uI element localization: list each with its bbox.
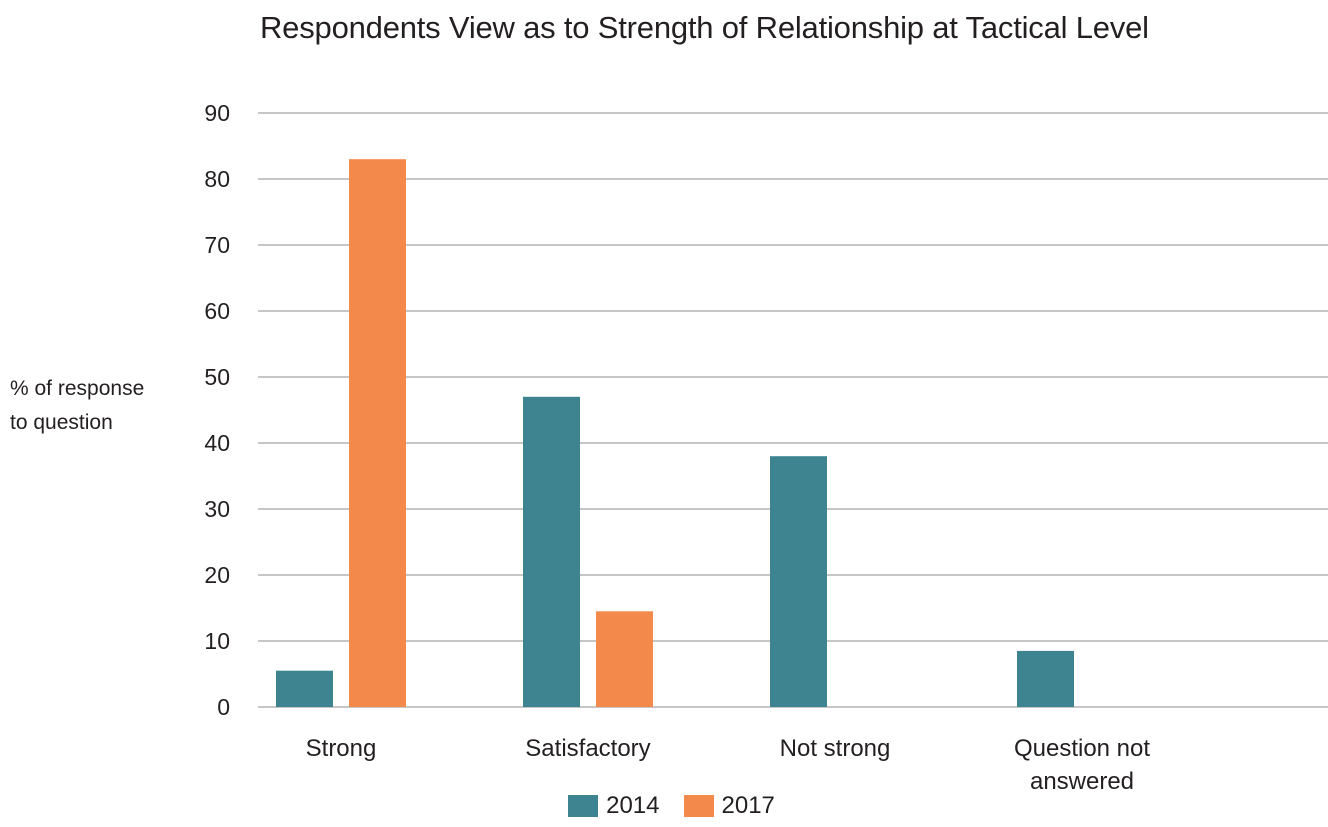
bar-2014-3 [1017, 650, 1074, 707]
chart-title: Respondents View as to Strength of Relat… [260, 10, 1149, 45]
y-tick-label: 50 [204, 364, 230, 390]
bar-2014-0 [276, 670, 333, 707]
y-tick-label: 40 [204, 430, 230, 456]
y-tick-label: 20 [204, 562, 230, 588]
y-tick-label: 10 [204, 628, 230, 654]
legend-label-2014: 2014 [606, 792, 660, 819]
bar-2017-0 [349, 159, 406, 707]
y-tick-label: 70 [204, 232, 230, 258]
y-tick-label: 60 [204, 298, 230, 324]
y-tick-label: 80 [204, 166, 230, 192]
bar-2014-1 [523, 396, 580, 707]
x-tick-label: Not strong [780, 735, 891, 762]
y-tick-label: 90 [204, 100, 230, 126]
y-tick-label: 0 [217, 694, 230, 720]
bar-2017-1 [596, 611, 653, 707]
x-tick-label: Strong [306, 735, 377, 762]
legend-item-2017: 2017 [683, 792, 775, 820]
y-axis-label: % of response to question [10, 377, 145, 434]
legend-label-2017: 2017 [721, 792, 775, 819]
x-tick-label: Satisfactory [525, 735, 650, 762]
legend: 2014 2017 [0, 792, 1328, 820]
legend-swatch-2014 [568, 795, 599, 817]
x-tick-label: Question not answered [1014, 735, 1150, 795]
legend-item-2014: 2014 [568, 792, 660, 820]
y-tick-label: 30 [204, 496, 230, 522]
bar-2014-2 [770, 456, 827, 707]
legend-swatch-2017 [683, 795, 714, 817]
